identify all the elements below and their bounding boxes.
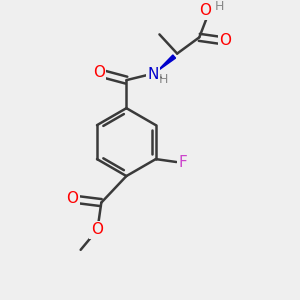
- Text: O: O: [219, 33, 231, 48]
- Text: O: O: [93, 65, 105, 80]
- Text: O: O: [66, 191, 78, 206]
- Text: F: F: [178, 154, 187, 169]
- Text: H: H: [214, 0, 224, 14]
- Text: O: O: [91, 222, 103, 237]
- Text: O: O: [199, 3, 211, 18]
- Text: N: N: [147, 67, 159, 82]
- Polygon shape: [157, 55, 176, 71]
- Text: H: H: [159, 73, 168, 86]
